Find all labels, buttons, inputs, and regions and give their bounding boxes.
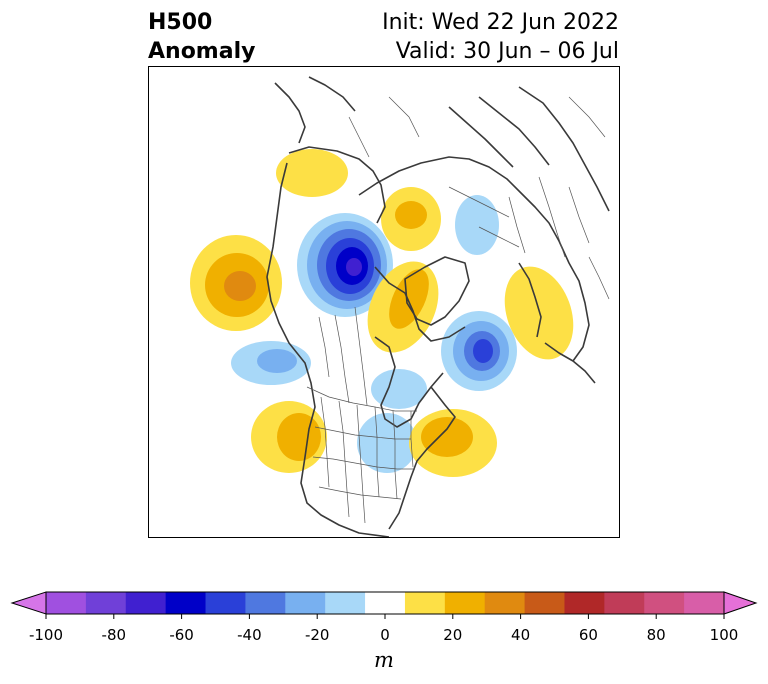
anomaly-ne-pacific — [190, 235, 282, 331]
colorbar-bin — [205, 592, 246, 614]
anomaly-greenland-sea — [441, 311, 517, 391]
colorbar-bin — [484, 592, 526, 614]
colorbar-tick-label: 40 — [511, 626, 531, 644]
colorbar-tick-label: 0 — [380, 626, 390, 644]
title-right: Init: Wed 22 Jun 2022 Valid: 30 Jun – 06… — [382, 8, 619, 66]
title-left: H500 Anomaly — [148, 8, 255, 66]
anomaly-alaska — [276, 149, 348, 197]
colorbar-tick-label: 100 — [709, 626, 739, 644]
colorbar-bin — [604, 592, 645, 614]
anomaly-hudson-bay — [371, 369, 427, 409]
colorbar-bin — [125, 592, 167, 614]
colorbar-extend-high — [723, 591, 758, 615]
anomaly-map — [190, 76, 610, 537]
colorbar-bin — [85, 592, 127, 614]
valid-range: Valid: 30 Jun – 06 Jul — [395, 39, 619, 64]
anomaly-gulf-of-alaska — [231, 341, 311, 385]
colorbar-bin — [404, 592, 446, 614]
colorbar-unit-label: m — [374, 648, 394, 672]
colorbar-tick-label: -40 — [237, 626, 262, 644]
colorbar-bin — [564, 592, 605, 614]
colorbar-tick-label: 60 — [578, 626, 598, 644]
map-panel — [148, 66, 620, 538]
colorbar-tick-label: -60 — [169, 626, 194, 644]
colorbar-bin — [524, 592, 565, 614]
anomaly-us-midwest — [357, 413, 417, 473]
colorbar-tick-label: 80 — [646, 626, 666, 644]
borders — [306, 96, 610, 524]
colorbar-bin — [325, 592, 366, 614]
anomaly-beaufort — [297, 213, 393, 317]
title-variable: H500 — [148, 10, 213, 35]
anomaly-us-northeast — [409, 409, 497, 477]
colorbar-bin — [285, 592, 326, 614]
colorbar — [10, 591, 758, 619]
colorbar-tick-label: -80 — [101, 626, 127, 644]
colorbar-tick-label: 20 — [443, 626, 463, 644]
colorbar-bin — [365, 592, 406, 614]
colorbar-bin — [245, 592, 286, 614]
colorbar-tick-label: -100 — [28, 626, 64, 644]
init-date: Init: Wed 22 Jun 2022 — [382, 10, 619, 35]
colorbar-bin — [46, 592, 87, 614]
colorbar-bin — [644, 592, 685, 614]
coastlines — [266, 76, 610, 537]
colorbar-bin — [684, 592, 725, 614]
anomaly-east-siberian — [381, 187, 441, 251]
colorbar-bin — [165, 592, 207, 614]
colorbar-extend-low — [10, 591, 47, 615]
anomaly-us-northwest — [251, 401, 327, 473]
colorbar-bin — [444, 592, 486, 614]
colorbar-tick-label: -20 — [304, 626, 330, 644]
title-field: Anomaly — [148, 39, 256, 64]
anomaly-kara — [455, 195, 499, 255]
